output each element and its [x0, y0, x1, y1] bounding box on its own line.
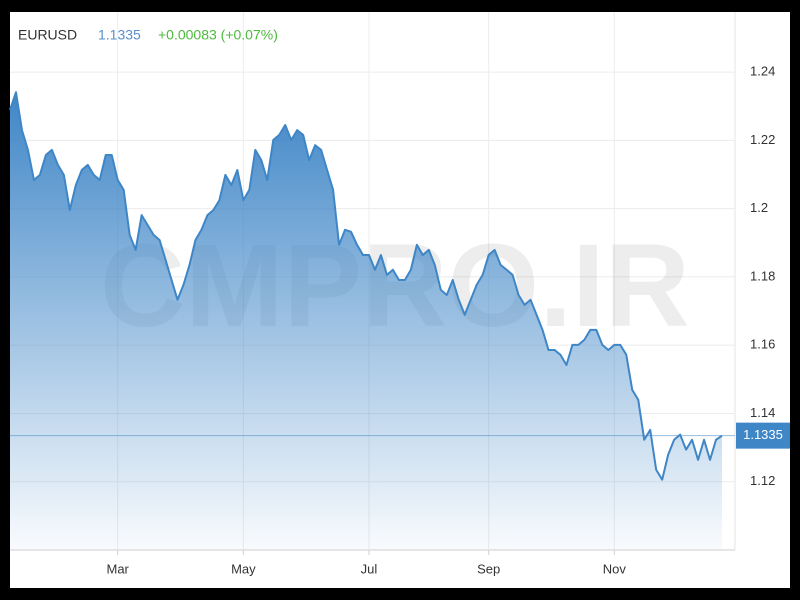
- y-tick-label: 1.16: [750, 337, 775, 352]
- price-line: [9, 91, 723, 481]
- y-tick-label: 1.2: [750, 200, 768, 215]
- x-tick-label: Mar: [107, 561, 130, 576]
- x-tick-label: May: [231, 561, 256, 576]
- last-price-box: [736, 422, 790, 449]
- y-tick-label: 1.24: [750, 64, 775, 79]
- y-tick-label: 1.22: [750, 132, 775, 147]
- x-tick-label: Nov: [603, 561, 627, 576]
- x-tick-label: Sep: [477, 561, 500, 576]
- change: +0.00083 (+0.07%): [158, 27, 278, 43]
- symbol: EURUSD: [18, 27, 77, 43]
- y-tick-label: 1.12: [750, 473, 775, 488]
- price: 1.1335: [98, 27, 141, 43]
- x-tick-label: Jul: [361, 561, 378, 576]
- plot: 1.1335: [9, 91, 790, 550]
- y-tick-label: 1.14: [750, 405, 775, 420]
- last-price-label: 1.1335: [743, 427, 783, 442]
- y-tick-label: 1.18: [750, 268, 775, 283]
